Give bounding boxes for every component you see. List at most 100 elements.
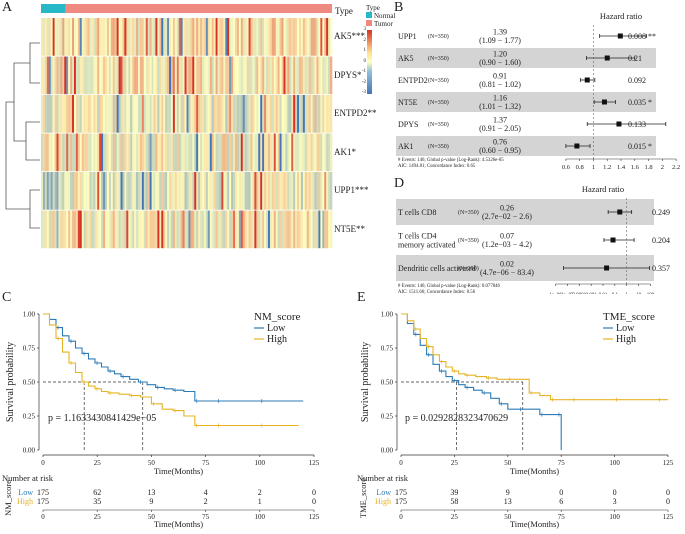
km-y-tick-label: 0.00 [381,447,394,455]
heatmap-cell [328,172,331,210]
heatmap-cell [200,56,203,95]
heatmap-cell [326,56,329,95]
heatmap-cell [219,133,222,172]
heatmap-cell [273,56,277,95]
heatmap-cell [209,133,213,172]
heatmap-cell [223,210,226,249]
heatmap-cell [211,56,214,95]
heatmap-cell [178,56,181,95]
heatmap-cell [326,133,329,172]
heatmap-cell [238,133,242,172]
heatmap-cell [41,56,44,95]
km-pvalue: p = 1.16334308414​29e−05 [48,413,156,424]
heatmap-cell [304,172,308,210]
heatmap-cell [328,133,331,172]
heatmap-cell [66,210,69,249]
heatmap-cell [143,133,147,172]
heatmap-cell [209,210,213,249]
heatmap-cell [207,56,211,95]
heatmap-cell [172,172,176,210]
heatmap-cell [132,56,135,95]
heatmap-cell [155,18,158,56]
heatmap-cell [147,133,150,172]
heatmap-cell [196,95,199,133]
heatmap-cell [151,133,154,172]
heatmap-cell [136,18,139,56]
heatmap-cell [275,56,278,95]
heatmap-cell [306,172,310,210]
heatmap-cell [132,18,135,56]
heatmap-cell [318,56,321,95]
heatmap-cell [285,172,288,210]
type-legend-title: Type [366,4,380,12]
colorbar-tick: 1 [363,48,367,53]
heatmap-cell [81,172,84,210]
heatmap-cell [73,18,77,56]
heatmap-cell [110,18,114,56]
heatmap-cell [267,18,271,56]
heatmap-cell [295,18,298,56]
heatmap-cell [126,210,129,249]
colorbar-tick: -2 [361,79,366,85]
km-x-label: Time(Months) [510,466,559,476]
forest-ci-value: (2.7e−02 − 2.6) [482,212,532,221]
km-y-label: Survival probability [5,342,16,422]
heatmap-cell [289,210,292,249]
heatmap-cell [279,56,282,95]
heatmap-cell [151,210,154,249]
heatmap-cell [316,133,319,172]
heatmap-cell [114,18,117,56]
heatmap-cell [153,210,156,249]
forest-ci-value: (1.01 − 1.32) [479,102,521,111]
heatmap-cell [62,133,65,172]
heatmap-cell [41,95,44,133]
heatmap-cell [215,133,218,172]
heatmap-cell [312,133,315,172]
heatmap-cell [262,172,265,210]
heatmap-cell [89,133,92,172]
heatmap-cell [202,18,205,56]
heatmap-cell [145,56,148,95]
heatmap-cell [295,133,298,172]
heatmap-cell [308,18,311,56]
heatmap-cell [147,18,150,56]
forest-tick-label: 0.8 [576,164,584,170]
heatmap-cell [180,210,183,249]
heatmap-cell [252,18,255,56]
heatmap-cell [105,172,108,210]
heatmap-cell [136,95,139,133]
heatmap-cell [229,18,232,56]
heatmap-cell [101,56,104,95]
heatmap-cell [256,210,259,249]
heatmap-cell [314,95,317,133]
heatmap-cell [242,172,245,210]
heatmap-cell [304,210,308,249]
heatmap-cell [180,172,183,210]
heatmap-cell [46,18,50,56]
km-plot-c: 0.000.250.500.751.000 25 50 75 100 125Time(Mo… [2,311,320,530]
heatmap-cell [293,172,296,210]
heatmap-cell [60,18,63,56]
colorbar-tick: 3 [363,27,367,32]
heatmap-cell [99,95,102,133]
heatmap-cell [42,210,46,249]
heatmap-cell [89,172,92,210]
risk-x-tick-label: 100 [255,513,266,521]
heatmap-cell [209,172,213,210]
forest-p-value: 0.015 * [628,142,652,151]
heatmap-cell [134,210,137,249]
heatmap-cell [153,56,156,95]
heatmap-cell [324,56,327,95]
heatmap-cell [196,56,199,95]
forest-hr-value: 0.07 [500,232,514,241]
heatmap-cell [194,18,197,56]
heatmap-cell [326,95,329,133]
heatmap-cell [128,133,131,172]
heatmap-cell [207,172,211,210]
heatmap-cell [258,56,261,95]
heatmap-cell [56,172,59,210]
heatmap-cell [271,95,275,133]
heatmap-cell [163,172,166,210]
risk-count: 62 [93,488,101,497]
heatmap-cell [324,172,327,210]
